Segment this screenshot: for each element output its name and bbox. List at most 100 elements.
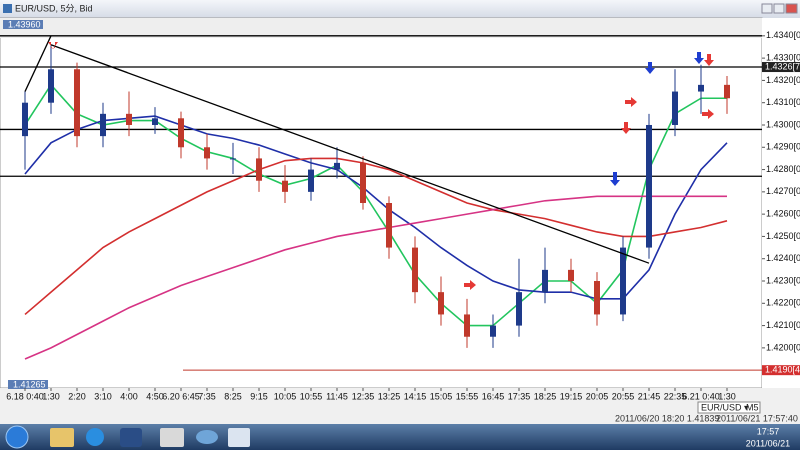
- arrow-down: [645, 62, 655, 74]
- window-buttons[interactable]: [761, 3, 798, 14]
- symbol-tab[interactable]: [697, 401, 761, 414]
- candle-body: [412, 247, 418, 293]
- x-tick-label: 21:45: [638, 391, 661, 401]
- candle-body: [620, 247, 626, 315]
- low-label: 1.41265: [13, 379, 46, 389]
- candle-body: [386, 203, 392, 248]
- signal-arrows: [48, 42, 714, 290]
- y-tick-label: 1.4300[0]: [766, 119, 800, 129]
- y-tick-label: 1.4200[0]: [766, 342, 800, 352]
- candle-body: [594, 281, 600, 315]
- x-tick-label: 15:55: [456, 391, 479, 401]
- minimize-button[interactable]: [761, 3, 773, 14]
- chart-marks: [0, 35, 762, 371]
- window-icon: [3, 4, 12, 13]
- y-tick-label: 1.4290[0]: [766, 142, 800, 152]
- x-tick-label: 8:25: [224, 391, 242, 401]
- candle-body: [152, 118, 158, 125]
- candle-body: [100, 113, 106, 137]
- price-box: [762, 365, 800, 376]
- start-button[interactable]: [5, 425, 29, 449]
- taskbar-apps: [50, 428, 250, 447]
- candle-body: [74, 69, 80, 137]
- x-tick-label: 12:35: [352, 391, 375, 401]
- y-tick-label: 1.4280[0]: [766, 164, 800, 174]
- candle-body: [698, 84, 704, 92]
- candle-body: [48, 69, 54, 103]
- x-tick-label: 6.21 0:40: [682, 391, 720, 401]
- maximize-button[interactable]: [773, 3, 785, 14]
- clock-time[interactable]: 17:57: [757, 426, 780, 436]
- title-bar: [0, 0, 800, 18]
- trend-line: [50, 44, 650, 264]
- candle-body: [178, 118, 184, 148]
- arrow-right: [464, 280, 476, 290]
- y-tick-label: 1.4330[0]: [766, 52, 800, 62]
- candle-body: [568, 269, 574, 282]
- x-tick-label: 19:15: [560, 391, 583, 401]
- candle-body: [672, 91, 678, 125]
- y-tick-label: 1.4210[0]: [766, 320, 800, 330]
- moving-average: [24, 195, 727, 360]
- shield-app[interactable]: [120, 428, 142, 447]
- trend-line: [24, 35, 52, 92]
- y-tick-label: 1.4230[0]: [766, 275, 800, 285]
- y-tick-label: 1.4260[0]: [766, 209, 800, 219]
- x-tick-label: 20:55: [612, 391, 635, 401]
- tab-period[interactable]: M5: [746, 402, 759, 412]
- footer: [0, 388, 800, 426]
- arrow-down: [694, 52, 704, 64]
- window-title: EUR/USD, 5分, Bid: [15, 3, 93, 13]
- candle-body: [22, 102, 28, 137]
- y-tick-label: 1.4250[0]: [766, 231, 800, 241]
- explorer-app[interactable]: [50, 428, 74, 447]
- y-tick-label: 1.4310[0]: [766, 97, 800, 107]
- moving-average: [24, 115, 728, 300]
- x-tick-label: 10:55: [300, 391, 323, 401]
- calc-app[interactable]: [228, 428, 250, 447]
- x-tick-label: 16:45: [482, 391, 505, 401]
- candle-body: [490, 325, 496, 337]
- candle-body: [464, 314, 470, 337]
- arrow-down: [621, 122, 631, 134]
- x-tick-label: 1:30: [718, 391, 736, 401]
- x-tick-label: 4:00: [120, 391, 138, 401]
- upper-shade: [0, 18, 762, 38]
- x-tick-label: 6.18 0:40: [6, 391, 44, 401]
- tab-symbol[interactable]: EUR/USD ▾: [701, 402, 749, 412]
- x-tick-label: 17:35: [508, 391, 531, 401]
- x-tick-label: 10:05: [274, 391, 297, 401]
- x-tick-label: 3:10: [94, 391, 112, 401]
- y-tick-label: 1.4320[0]: [766, 75, 800, 85]
- y-tick-label: 1.4270[0]: [766, 186, 800, 196]
- arrow-down: [704, 54, 714, 66]
- x-tick-label: 4:50: [146, 391, 164, 401]
- candle-body: [308, 169, 314, 192]
- close-button[interactable]: [785, 3, 798, 14]
- clock-date[interactable]: 2011/06/21: [746, 438, 790, 448]
- candle-body: [204, 147, 210, 159]
- candle-body: [126, 113, 132, 125]
- x-tick-label: 18:25: [534, 391, 557, 401]
- candle-body: [542, 269, 548, 293]
- folder-app[interactable]: [160, 428, 184, 447]
- high-box: [3, 20, 43, 29]
- x-tick-label: 9:15: [250, 391, 268, 401]
- status-cursor: 2011/06/20 18:20 1.41839: [615, 413, 719, 423]
- price-box-label: 1.4326[7: [765, 61, 800, 71]
- x-tick-label: 14:15: [404, 391, 427, 401]
- y-tick-label: 1.4240[0]: [766, 253, 800, 263]
- arrow-right: [625, 97, 637, 107]
- cloud-app[interactable]: [196, 430, 218, 444]
- y-tick-label: 1.4340[0]: [766, 30, 800, 40]
- moving-average: [24, 83, 727, 327]
- x-tick-label: 13:25: [378, 391, 401, 401]
- candle-body: [438, 292, 444, 315]
- x-tick-label: 11:45: [326, 391, 348, 401]
- candle-body: [724, 84, 730, 99]
- candle-body: [516, 292, 522, 326]
- price-box-label: 1.4190[4: [765, 365, 800, 375]
- ie-app[interactable]: [86, 428, 104, 446]
